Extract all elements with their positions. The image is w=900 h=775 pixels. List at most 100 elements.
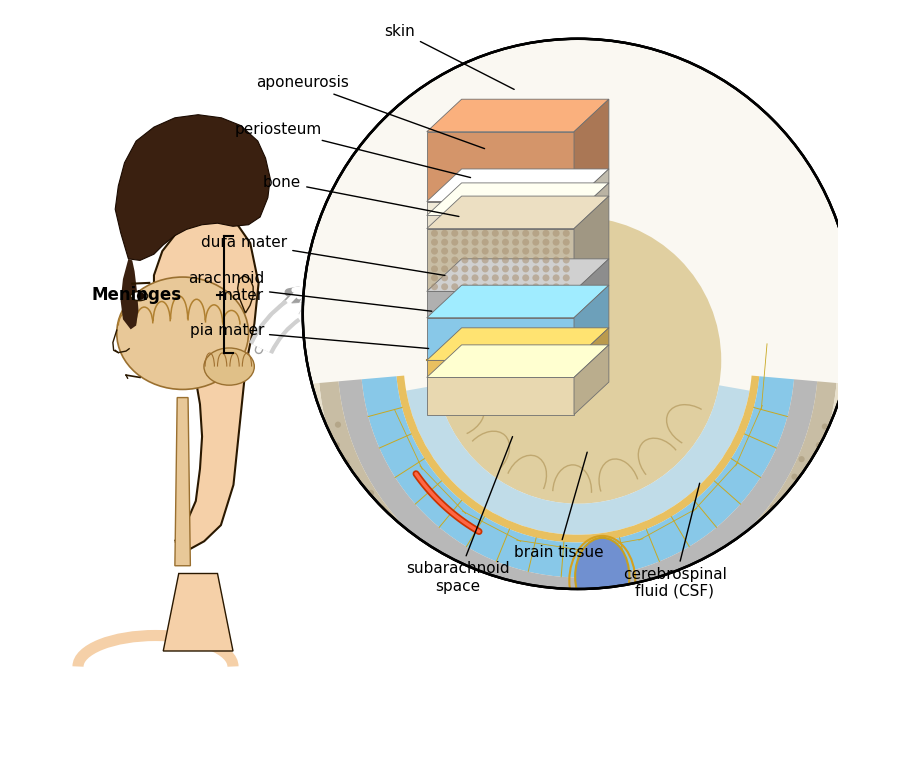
Circle shape — [431, 283, 438, 291]
Polygon shape — [427, 202, 574, 215]
Circle shape — [491, 248, 499, 254]
Circle shape — [431, 274, 438, 281]
Circle shape — [553, 283, 560, 291]
Circle shape — [502, 248, 508, 254]
Circle shape — [512, 239, 519, 246]
Wedge shape — [338, 379, 817, 601]
Circle shape — [543, 239, 550, 246]
Circle shape — [533, 265, 539, 272]
Circle shape — [441, 248, 448, 254]
Circle shape — [686, 580, 691, 586]
Circle shape — [562, 239, 570, 246]
Circle shape — [344, 460, 350, 466]
Circle shape — [543, 265, 550, 272]
Polygon shape — [574, 345, 609, 415]
Circle shape — [562, 274, 570, 281]
Circle shape — [512, 230, 519, 237]
Circle shape — [398, 540, 404, 546]
Circle shape — [533, 230, 539, 237]
Circle shape — [512, 248, 519, 254]
Polygon shape — [574, 183, 609, 229]
Circle shape — [441, 239, 448, 246]
Polygon shape — [427, 259, 609, 291]
Circle shape — [721, 564, 727, 570]
Circle shape — [575, 608, 581, 614]
Circle shape — [335, 422, 341, 428]
Circle shape — [449, 567, 455, 573]
Circle shape — [555, 604, 562, 610]
Circle shape — [553, 248, 560, 254]
Circle shape — [451, 265, 458, 272]
Circle shape — [613, 601, 619, 608]
Polygon shape — [175, 398, 191, 566]
Circle shape — [354, 476, 360, 482]
Circle shape — [461, 586, 467, 592]
Circle shape — [431, 257, 438, 264]
Polygon shape — [427, 132, 574, 202]
Circle shape — [451, 230, 458, 237]
Circle shape — [472, 274, 479, 281]
Polygon shape — [427, 345, 609, 377]
Circle shape — [482, 248, 489, 254]
Circle shape — [533, 257, 539, 264]
Circle shape — [533, 239, 539, 246]
Circle shape — [451, 257, 458, 264]
PathPatch shape — [121, 259, 139, 329]
Circle shape — [562, 248, 570, 254]
Polygon shape — [427, 291, 574, 318]
Circle shape — [441, 257, 448, 264]
Circle shape — [537, 601, 544, 607]
Circle shape — [798, 456, 805, 462]
Circle shape — [512, 274, 519, 281]
Circle shape — [533, 248, 539, 254]
FancyArrowPatch shape — [254, 302, 304, 351]
Wedge shape — [396, 376, 760, 542]
Ellipse shape — [130, 291, 148, 301]
Polygon shape — [574, 285, 609, 360]
Circle shape — [472, 248, 479, 254]
Circle shape — [533, 283, 539, 291]
Circle shape — [522, 257, 529, 264]
Circle shape — [429, 563, 435, 570]
Circle shape — [480, 593, 486, 599]
Circle shape — [522, 248, 529, 254]
Circle shape — [491, 230, 499, 237]
FancyArrowPatch shape — [259, 290, 301, 350]
Text: pia mater: pia mater — [190, 323, 428, 349]
Circle shape — [379, 505, 385, 512]
Circle shape — [462, 265, 468, 272]
Circle shape — [441, 230, 448, 237]
Circle shape — [392, 519, 398, 525]
Circle shape — [522, 239, 529, 246]
Circle shape — [668, 587, 674, 593]
Circle shape — [594, 605, 600, 611]
Circle shape — [451, 274, 458, 281]
Polygon shape — [427, 328, 609, 360]
Circle shape — [435, 217, 721, 504]
Circle shape — [543, 230, 550, 237]
Circle shape — [815, 443, 822, 449]
Polygon shape — [427, 285, 609, 318]
Circle shape — [562, 265, 570, 272]
Circle shape — [472, 257, 479, 264]
Circle shape — [522, 283, 529, 291]
PathPatch shape — [115, 115, 270, 260]
FancyArrowPatch shape — [250, 301, 304, 353]
Polygon shape — [427, 99, 609, 132]
Polygon shape — [427, 215, 574, 229]
Polygon shape — [427, 169, 609, 202]
Circle shape — [462, 274, 468, 281]
Circle shape — [512, 265, 519, 272]
Circle shape — [441, 283, 448, 291]
Circle shape — [482, 265, 489, 272]
Circle shape — [553, 274, 560, 281]
Circle shape — [749, 537, 755, 543]
Text: periosteum: periosteum — [235, 122, 471, 177]
Circle shape — [482, 239, 489, 246]
Circle shape — [633, 602, 638, 608]
Circle shape — [770, 505, 776, 511]
Circle shape — [462, 283, 468, 291]
Polygon shape — [427, 196, 609, 229]
Circle shape — [482, 257, 489, 264]
Wedge shape — [320, 381, 836, 620]
